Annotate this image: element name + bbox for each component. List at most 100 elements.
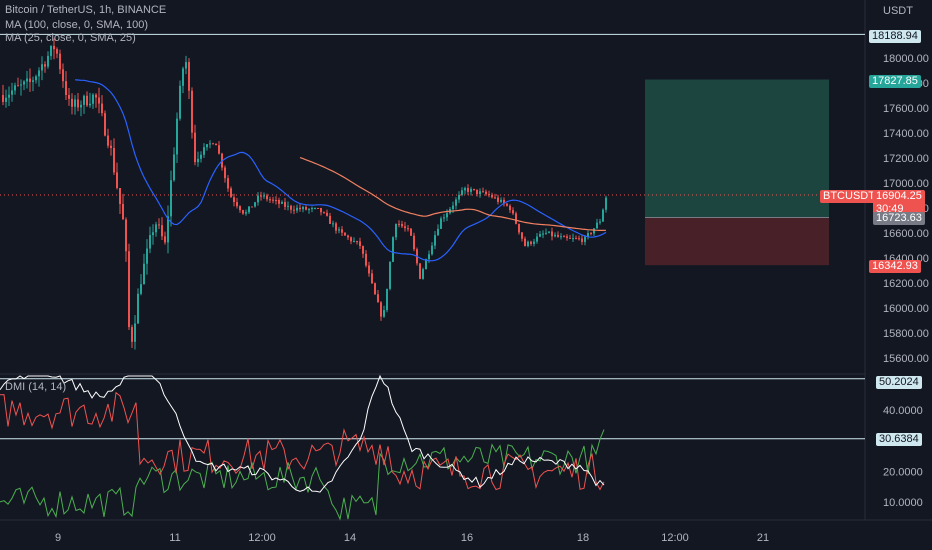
candle (509, 204, 511, 213)
candle (260, 191, 262, 201)
ma100-legend: MA (100, close, 0, SMA, 100) (5, 19, 149, 31)
candle (347, 234, 349, 240)
candle (536, 233, 538, 244)
candle (527, 240, 529, 248)
candle (89, 92, 91, 108)
candle (173, 147, 175, 182)
dmi-legend: DMI (14, 14) (5, 381, 67, 393)
candle (377, 289, 379, 303)
candle (503, 197, 505, 207)
candle (545, 228, 547, 235)
candle (143, 253, 145, 285)
candle (164, 231, 166, 245)
candle (518, 223, 520, 235)
candle (242, 209, 244, 215)
candle (575, 235, 577, 240)
candle (131, 324, 133, 349)
candle (20, 79, 22, 96)
candle (290, 204, 292, 214)
candle (23, 80, 25, 91)
candle (566, 234, 568, 241)
candle (473, 188, 475, 191)
candle (41, 56, 43, 81)
candle (476, 189, 478, 197)
candle (152, 224, 154, 245)
candle (2, 84, 4, 106)
profit-zone (645, 79, 829, 218)
ma25-line (74, 79, 607, 262)
candle (275, 196, 277, 205)
candle (395, 223, 397, 241)
candle (239, 205, 241, 213)
dmi-minus-line (0, 391, 605, 491)
candle (572, 233, 574, 242)
candle (209, 140, 211, 149)
candle (605, 195, 607, 213)
candle (413, 232, 415, 252)
candle (272, 196, 274, 204)
candle (251, 206, 253, 208)
candle (110, 140, 112, 156)
entry-tag: 16723.63 (873, 212, 925, 225)
candle (155, 221, 157, 237)
candle (455, 197, 457, 210)
candle (224, 165, 226, 183)
candle (167, 205, 169, 254)
last-price-value: 16904.25 (876, 190, 922, 202)
candle (200, 151, 202, 163)
candle (32, 76, 34, 92)
candle (584, 235, 586, 246)
candle (17, 77, 19, 87)
price-tick-label: 15600.00 (883, 353, 929, 365)
candle (341, 226, 343, 236)
candle (380, 301, 382, 321)
candle (194, 124, 196, 166)
candle (410, 227, 412, 236)
candle (119, 188, 121, 215)
candle (182, 66, 184, 94)
candle (158, 218, 160, 230)
candle (134, 315, 136, 350)
candle (254, 201, 256, 208)
price-tick-label: 18000.00 (883, 53, 929, 65)
candle (365, 250, 367, 268)
candle (257, 192, 259, 206)
candle (440, 216, 442, 230)
candle (14, 82, 16, 95)
candle (116, 162, 118, 190)
candle (590, 231, 592, 236)
candle (104, 110, 106, 137)
candle (44, 61, 46, 73)
price-tick-label: 17000.00 (883, 178, 929, 190)
candle (236, 197, 238, 209)
candle (422, 267, 424, 280)
candle (599, 218, 601, 225)
candle (539, 230, 541, 238)
candle (47, 51, 49, 69)
candle (197, 151, 199, 167)
stop-loss-tag: 16342.93 (869, 260, 921, 273)
candle (59, 49, 61, 74)
candle (311, 206, 313, 213)
candle (533, 238, 535, 247)
candle (497, 194, 499, 205)
candle (308, 208, 310, 214)
candle (404, 221, 406, 232)
candle (266, 193, 268, 202)
candle (179, 80, 181, 121)
candle (149, 226, 151, 254)
candle (35, 74, 37, 84)
candle (128, 243, 130, 331)
candle (68, 88, 70, 106)
candle (95, 93, 97, 108)
candle (230, 186, 232, 198)
price-tick-label: 17400.00 (883, 128, 929, 140)
candle (203, 143, 205, 158)
candle (332, 220, 334, 228)
candle (506, 202, 508, 207)
candle (596, 218, 598, 229)
candle (419, 263, 421, 280)
take-profit-tag: 17827.85 (869, 75, 921, 88)
